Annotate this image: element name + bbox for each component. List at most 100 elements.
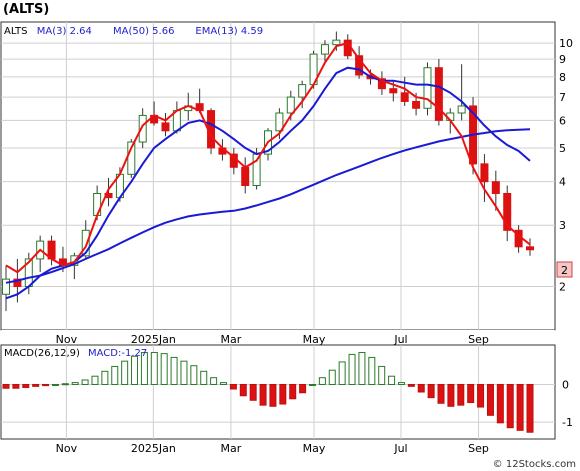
candle-body bbox=[138, 114, 147, 143]
macd-bar bbox=[210, 377, 218, 385]
price-y-tick-label: 9 bbox=[559, 53, 566, 66]
price-y-tick-label: 5 bbox=[559, 142, 566, 155]
watermark: © 12Stocks.com bbox=[493, 459, 576, 470]
candle-body bbox=[491, 181, 500, 194]
legend-entry: ALTS bbox=[4, 26, 28, 37]
price-x-tick-label: Mar bbox=[221, 333, 242, 346]
legend-entry: MA(3) 2.64 bbox=[37, 26, 92, 37]
price-x-tick-label: 2025Jan bbox=[131, 333, 176, 346]
macd-bar bbox=[131, 355, 139, 385]
macd-x-tick-label: May bbox=[303, 442, 326, 455]
candle-body bbox=[298, 84, 307, 98]
macd-bar bbox=[417, 383, 425, 393]
macd-bar bbox=[170, 356, 178, 385]
macd-bar bbox=[427, 383, 435, 399]
macd-bar bbox=[259, 383, 267, 406]
macd-bar bbox=[101, 370, 109, 385]
last-price-badge bbox=[556, 261, 573, 278]
candle-body bbox=[2, 278, 10, 295]
macd-y-tick-label: -1 bbox=[562, 416, 573, 429]
macd-bar bbox=[269, 383, 277, 407]
macd-bar bbox=[378, 365, 386, 385]
candle-body bbox=[457, 105, 466, 114]
series-line-ema13 bbox=[5, 66, 531, 300]
indicator-lines bbox=[5, 41, 531, 300]
macd-bar bbox=[42, 383, 50, 387]
price-y-tick-label: 10 bbox=[559, 37, 573, 50]
macd-bar bbox=[200, 370, 208, 385]
macd-y-tick-label: 0 bbox=[562, 378, 569, 391]
chart-title: (ALTS) bbox=[3, 2, 49, 17]
macd-x-tick-label: Mar bbox=[221, 442, 242, 455]
macd-x-tick-label: 2025Jan bbox=[131, 442, 176, 455]
macd-bar bbox=[190, 365, 198, 385]
macd-x-tick-labels: Nov 2025Jan Mar May Jul Sep bbox=[56, 442, 489, 455]
macd-legend-title: MACD(26,12,9) bbox=[4, 348, 80, 359]
macd-bar bbox=[368, 356, 376, 385]
candle-body bbox=[13, 278, 22, 287]
macd-bar bbox=[328, 369, 336, 385]
macd-x-tick-label: Nov bbox=[56, 442, 78, 455]
macd-bar bbox=[91, 375, 99, 385]
price-xaxis-band bbox=[1, 330, 555, 344]
macd-bar bbox=[467, 383, 475, 404]
price-x-tick-label: May bbox=[303, 333, 326, 346]
macd-bar bbox=[239, 383, 247, 397]
candle-body bbox=[434, 67, 443, 121]
macd-legend: MACD(26,12,9) MACD:-1.27 bbox=[4, 348, 147, 359]
macd-bar bbox=[51, 383, 59, 386]
candle-body bbox=[320, 44, 329, 55]
macd-bar bbox=[289, 383, 297, 400]
price-y-tick-label: 7 bbox=[559, 91, 566, 104]
legend-entry: EMA(13) 4.59 bbox=[195, 26, 263, 37]
price-legend: ALTS MA(3) 2.64 MA(50) 5.66 EMA(13) 4.59 bbox=[4, 26, 263, 37]
macd-bar bbox=[121, 360, 129, 385]
macd-bar bbox=[140, 352, 148, 385]
macd-bar bbox=[12, 383, 20, 389]
candle-body bbox=[161, 122, 170, 132]
price-y-tick-label: 2 bbox=[559, 280, 566, 293]
candle-body bbox=[480, 163, 489, 183]
candle-body bbox=[275, 112, 284, 132]
macd-bar bbox=[61, 383, 69, 386]
candle-body bbox=[503, 192, 512, 231]
macd-bar bbox=[160, 353, 168, 385]
price-y-tick-labels: 2 3 4 5 6 7 8 9 10 bbox=[559, 37, 573, 293]
macd-bar bbox=[318, 377, 326, 385]
macd-bar bbox=[358, 352, 366, 385]
last-price-label: 2 bbox=[561, 264, 568, 277]
macd-bar bbox=[111, 365, 119, 385]
macd-histogram bbox=[2, 352, 534, 433]
macd-bar bbox=[477, 383, 485, 408]
macd-bar bbox=[180, 360, 188, 385]
macd-bar bbox=[220, 382, 228, 385]
legend-entry: MA(50) 5.66 bbox=[113, 26, 174, 37]
price-panel bbox=[0, 21, 556, 331]
price-y-tick-label: 6 bbox=[559, 114, 566, 127]
macd-bar bbox=[2, 383, 10, 389]
candle-body bbox=[526, 246, 534, 251]
price-x-tick-label: Sep bbox=[468, 333, 489, 346]
candle-body bbox=[241, 166, 250, 187]
macd-bar bbox=[516, 383, 524, 431]
candle-body bbox=[423, 67, 432, 109]
macd-bar bbox=[437, 383, 445, 404]
macd-bar bbox=[338, 361, 346, 385]
macd-legend-value: MACD:-1.27 bbox=[88, 348, 147, 359]
candle-body bbox=[400, 92, 409, 102]
macd-bar bbox=[407, 383, 415, 387]
candle-body bbox=[377, 78, 386, 90]
price-x-tick-label: Nov bbox=[56, 333, 78, 346]
macd-x-tick-label: Sep bbox=[468, 442, 489, 455]
macd-bar bbox=[279, 383, 287, 405]
macd-bar bbox=[229, 383, 237, 390]
series-line-ma3 bbox=[5, 41, 531, 274]
macd-grid bbox=[1, 345, 555, 439]
macd-bar bbox=[81, 379, 89, 385]
macd-bar bbox=[526, 383, 534, 433]
candle-body bbox=[412, 100, 421, 109]
candle-body bbox=[355, 55, 364, 76]
macd-bar bbox=[299, 383, 307, 394]
